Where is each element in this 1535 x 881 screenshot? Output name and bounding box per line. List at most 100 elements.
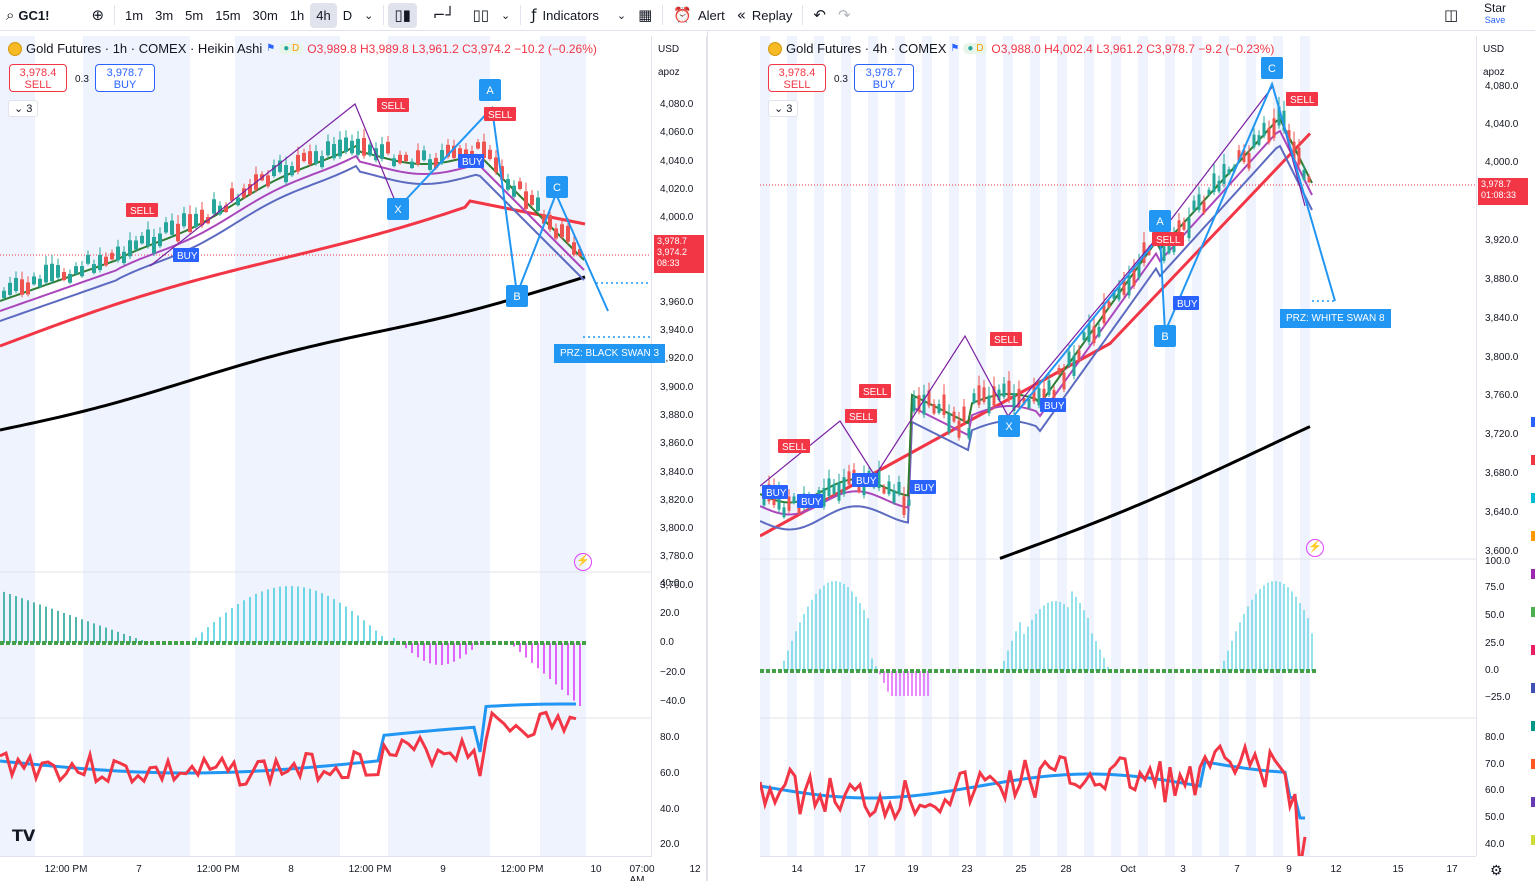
spread-value: 0.3 [834,74,848,85]
flag-icon[interactable]: ⚑ [266,43,276,54]
candle-body [932,403,936,414]
color-swatch [1531,683,1535,693]
candle-body [1292,141,1296,163]
candle-body [230,188,234,201]
price-axis-1h[interactable]: USD apoz 4,080.0 4,060.0 4,040.0 4,020.0 4,0… [651,36,706,856]
time-tick: 12:00 PM [500,864,544,875]
candle-body [1307,176,1311,183]
data-status-badge[interactable]: ● D [963,43,988,54]
price-tick: 4,000.0 [660,212,694,223]
scale-mode-label[interactable]: apoz [658,67,680,78]
session-band [1084,36,1094,856]
compare-button[interactable]: ⊕ [85,0,110,31]
templates-button[interactable]: ▦ [632,0,658,31]
plus-circle-icon: ⊕ [91,6,105,24]
price-tick: −20.0 [660,667,686,678]
point-c-text: C [1268,63,1276,75]
buy-button[interactable]: 3,978.7 BUY [854,64,914,92]
collapse-indicators-button[interactable]: ⌄ 3 [768,100,799,117]
candle-body [560,224,564,238]
chart-type-bars[interactable]: ⌐┘ [427,0,461,31]
chart-canvas-1h[interactable]: X A B C SELL SELL SELL BUY BUY [0,36,707,881]
indicators-dropdown[interactable]: ⌄ [611,0,632,31]
redo-button[interactable]: ↷ [832,0,857,31]
interval-3m[interactable]: 3m [155,7,174,23]
time-axis-1h[interactable]: 12:00 PM 7 12:00 PM 8 12:00 PM 9 12:00 PM 10 07:… [0,856,701,881]
tradingview-logo-icon[interactable]: 𝗧𝗩 [12,828,36,845]
chevron-down-icon: ⌄ [774,103,784,115]
point-b-text: B [1161,331,1168,343]
chart-type-candles[interactable]: ▯▮ [388,2,417,28]
candle-body [1227,169,1231,175]
candle-body [452,145,456,158]
undo-button[interactable]: ↶ [807,0,832,31]
time-axis-4h[interactable]: 14 17 19 23 25 28 Oct 3 7 9 12 15 17 [760,856,1476,881]
separator [383,5,385,25]
lightning-icon[interactable]: ⚡ [1306,539,1324,557]
candle-body [777,491,781,510]
separator [802,5,804,25]
candle-body [530,194,534,205]
price-tick: 3,760.0 [1485,390,1519,401]
chart-type-dropdown[interactable]: ⌄ [495,0,516,31]
session-band [949,36,959,856]
legend-4h: Gold Futures · 4h · COMEX ⚑ ● D O3,988.0… [768,41,1274,56]
price-tick: 3,880.0 [1485,274,1519,285]
candle-body [512,185,516,197]
layout-button[interactable]: ◫ [1438,0,1464,31]
lightning-icon[interactable]: ⚡ [574,553,592,571]
time-tick: 9 [1286,864,1292,875]
flag-icon[interactable]: ⚑ [950,43,960,54]
chart-type-hollow[interactable]: ▯▯ [467,0,496,31]
data-status-badge[interactable]: ● D [279,43,304,54]
price-tick: 4,060.0 [660,127,694,138]
color-swatch [1531,417,1535,427]
symbol-search[interactable]: ⌕ GC1! [0,0,55,31]
svg-text:BUY: BUY [914,483,935,494]
interval-1m[interactable]: 1m [125,7,144,23]
candle-body [832,483,836,494]
candle-body [787,496,791,511]
svg-text:SELL: SELL [1290,95,1315,106]
price-axis-4h[interactable]: USD apoz 4,080.0 4,040.0 4,000.0 3,920.0 3,8… [1476,36,1531,856]
candle-body [1027,398,1031,409]
candle-body [440,150,444,163]
interval-d[interactable]: D [342,7,353,23]
separator [662,5,664,25]
point-c [546,176,568,198]
alert-button[interactable]: ⏰ Alert [667,0,730,31]
collapse-indicators-button[interactable]: ⌄ 3 [8,100,39,117]
currency-label[interactable]: USD [1483,44,1505,55]
candle-body [524,191,528,209]
buy-button[interactable]: 3,978.7 BUY [95,64,155,92]
candle-body [1082,332,1086,341]
candle-body [320,156,324,168]
interval-4h[interactable]: 4h [310,2,337,28]
indicators-button[interactable]: ƒ Indicators [525,0,605,31]
interval-1h[interactable]: 1h [289,7,305,23]
chart-panel-4h[interactable]: X A B C SELL SELL SELL SELL SELL SELL BUY BUY BUY BUY… [760,36,1535,881]
currency-label[interactable]: USD [658,44,680,55]
save-label: Save [1484,15,1506,25]
settings-gear-icon[interactable]: ⚙ [1490,862,1503,878]
interval-dropdown[interactable]: ⌄ [358,0,379,31]
time-tick: 12 [689,864,701,875]
interval-15m[interactable]: 15m [215,7,241,23]
chart-canvas-4h[interactable]: X A B C SELL SELL SELL SELL SELL SELL BUY BUY BUY BUY… [760,36,1535,881]
ema-red [760,132,1312,538]
interval-30m[interactable]: 30m [252,7,278,23]
candle-body [434,157,438,169]
color-swatch [1531,645,1535,655]
star-save-button[interactable]: Star Save [1484,2,1506,26]
chart-panel-1h[interactable]: X A B C SELL SELL SELL BUY BUY Gold Futures · 1h… [0,36,707,881]
replay-button[interactable]: « Replay [731,0,799,31]
interval-5m[interactable]: 5m [185,7,204,23]
separator [114,5,116,25]
candle-body [50,263,54,282]
sell-button[interactable]: 3,978.4 SELL [768,64,826,92]
scale-mode-label[interactable]: apoz [1483,67,1505,78]
candle-body [887,481,891,495]
candle-body [1032,385,1036,402]
candle-body [1052,389,1056,398]
sell-button[interactable]: 3,978.4 SELL [9,64,67,92]
